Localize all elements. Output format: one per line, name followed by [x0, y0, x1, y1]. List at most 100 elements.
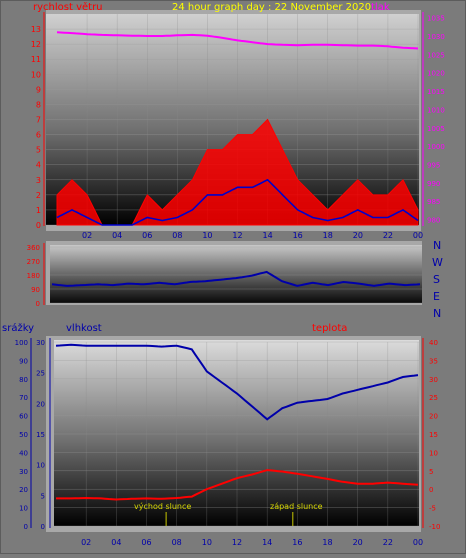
wind-time-tick-label: 10: [202, 231, 212, 240]
humidity-line: [55, 343, 419, 421]
wind-time-tick-label: 14: [262, 231, 272, 240]
temperature-tick-label: 30: [429, 376, 438, 384]
compass-n-bottom: N: [433, 307, 441, 320]
temperature-line: [56, 469, 419, 501]
pressure-tick-label: 1010: [427, 106, 445, 114]
humidity-time-tick-label: 16: [292, 538, 302, 547]
wind-speed-tick-label: 6: [36, 131, 41, 140]
wind-speed-tick-label: 10: [31, 70, 41, 79]
humidity-time-tick-label: 04: [111, 538, 121, 547]
wind-average-line: [56, 178, 419, 226]
direction-gridlines: [50, 246, 422, 304]
precip-tick-label: 25: [36, 370, 45, 378]
pressure-tick-label: 1000: [427, 143, 445, 151]
pressure-tick-label: 995: [427, 161, 440, 169]
temperature-tick-label: 15: [429, 431, 438, 439]
temperature-tick-label: -10: [429, 523, 440, 531]
compass-w: W: [432, 256, 443, 269]
wind-time-axis: 02 04 06 08 10 12 14 16 18 20 22 00: [82, 231, 423, 240]
sunset-label: západ slunce: [270, 502, 323, 511]
wind-time-tick-label: 20: [353, 231, 363, 240]
pressure-tick-label: 985: [427, 198, 440, 206]
humidity-time-tick-label: 06: [141, 538, 151, 547]
compass-e: E: [433, 290, 440, 303]
wind-speed-tick-label: 5: [36, 146, 41, 155]
wind-speed-tick-label: 9: [36, 85, 41, 94]
humidity-time-tick-label: 10: [202, 538, 212, 547]
humidity-time-tick-label: 22: [383, 538, 393, 547]
humidity-time-tick-label: 14: [262, 538, 272, 547]
precip-axis: 0 5 10 15 20 25 30: [36, 338, 51, 531]
wind-speed-tick-label: 4: [36, 161, 41, 170]
pressure-tick-label: 980: [427, 216, 440, 224]
temperature-tick-label: 20: [429, 413, 438, 421]
precip-tick-label: 10: [36, 462, 45, 470]
wind-speed-tick-label: 11: [31, 55, 41, 64]
humidity-tick-label: 10: [19, 505, 28, 513]
direction-series: [51, 270, 421, 287]
pressure-line: [56, 31, 419, 50]
graph-title: 24 hour graph day : 22 November 2020: [172, 2, 371, 13]
temperature-tick-label: -5: [429, 505, 436, 513]
pressure-tick-label: 1020: [427, 70, 445, 78]
humidity-label: vlhkost: [66, 323, 102, 334]
humidity-gridlines: [54, 341, 419, 527]
humidity-tick-label: 0: [24, 523, 28, 531]
precip-tick-label: 5: [41, 492, 45, 500]
wind-time-tick-label: 16: [293, 231, 303, 240]
temperature-tick-label: 5: [429, 468, 433, 476]
humidity-time-tick-label: 02: [81, 538, 91, 547]
wind-speed-tick-label: 8: [36, 100, 41, 109]
wind-series: [56, 31, 419, 226]
humidity-tick-label: 100: [15, 339, 28, 347]
wind-time-tick-label: 04: [112, 231, 122, 240]
direction-tick-label: 90: [31, 286, 40, 294]
pressure-tick-label: 1030: [427, 33, 445, 41]
wind-time-tick-label: 08: [172, 231, 182, 240]
wind-direction-line: [51, 270, 421, 287]
humidity-tick-label: 60: [19, 413, 28, 421]
pressure-tick-label: 1025: [427, 51, 445, 59]
compass-n-top: N: [433, 239, 441, 252]
temperature-tick-label: 35: [429, 357, 438, 365]
humidity-tick-label: 20: [19, 486, 28, 494]
wind-speed-tick-label: 2: [36, 191, 41, 200]
wind-speed-tick-label: 13: [31, 25, 41, 34]
wind-speed-tick-label: 0: [36, 221, 41, 230]
humidity-time-tick-label: 20: [353, 538, 363, 547]
pressure-tick-label: 1035: [427, 15, 445, 23]
wind-speed-tick-label: 1: [36, 206, 41, 215]
sunrise-label: východ slunce: [134, 502, 191, 511]
humidity-time-tick-label: 00: [413, 538, 423, 547]
wind-gridlines: [46, 14, 419, 226]
humidity-time-axis: 02 04 06 08 10 12 14 16 18 20 22 00: [81, 538, 423, 547]
wind-direction-panel: 0 90 180 270 360 N W S E N: [27, 239, 443, 320]
temperature-tick-label: 10: [429, 449, 438, 457]
humidity-tick-label: 90: [19, 357, 28, 365]
humidity-tick-label: 80: [19, 376, 28, 384]
humidity-tick-label: 70: [19, 394, 28, 402]
precip-tick-label: 15: [36, 431, 45, 439]
pressure-label: tlak: [371, 2, 390, 13]
precip-tick-label: 0: [41, 523, 45, 531]
humidity-time-tick-label: 12: [232, 538, 242, 547]
pressure-axis: 980 985 990 995 1000 1005 1010 1015 1020 1025 1030…: [422, 12, 445, 226]
wind-time-tick-label: 22: [383, 231, 393, 240]
wind-time-tick-label: 06: [142, 231, 152, 240]
temperature-tick-label: 40: [429, 339, 438, 347]
direction-tick-label: 0: [36, 300, 40, 308]
wind-speed-tick-label: 3: [36, 176, 41, 185]
wind-time-tick-label: 12: [232, 231, 242, 240]
direction-axis: 0 90 180 270 360: [27, 243, 45, 308]
compass-s: S: [433, 273, 440, 286]
direction-plot-area: [50, 245, 422, 303]
humidity-tick-label: 30: [19, 468, 28, 476]
humidity-time-tick-label: 18: [322, 538, 332, 547]
humidity-plot-area: [54, 340, 419, 526]
temperature-axis: -10 -5 0 5 10 15 20 25 30 35 40: [422, 338, 440, 531]
